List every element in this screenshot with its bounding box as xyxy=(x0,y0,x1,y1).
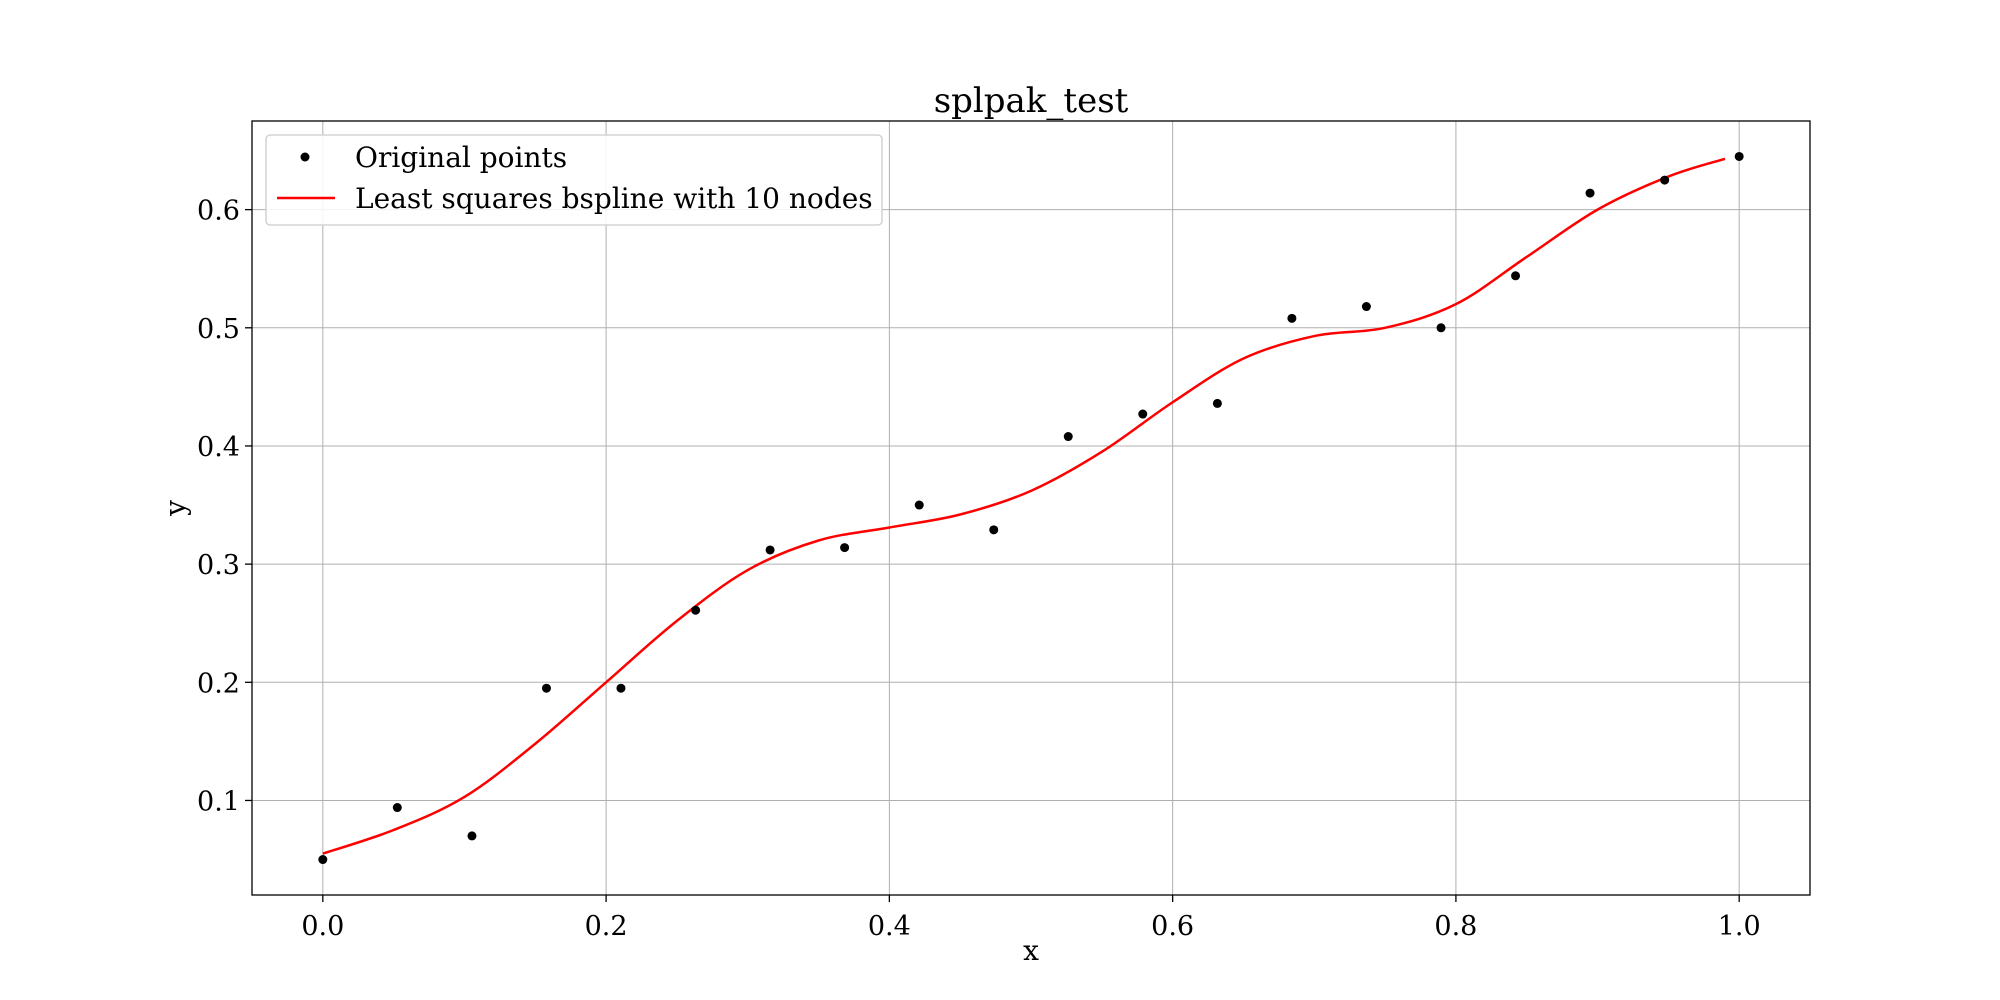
x-axis-label: x xyxy=(1023,934,1039,967)
data-point xyxy=(989,525,999,535)
y-tick-label: 0.6 xyxy=(197,196,240,227)
data-point xyxy=(840,543,850,553)
data-point xyxy=(1212,398,1222,408)
data-point xyxy=(691,605,701,615)
legend-label-original-points: Original points xyxy=(355,141,567,174)
y-tick-label: 0.2 xyxy=(197,668,240,699)
y-axis-label: y xyxy=(159,500,192,517)
data-point xyxy=(1361,302,1371,312)
data-point xyxy=(1660,175,1670,185)
legend: Original points Least squares bspline wi… xyxy=(265,134,883,226)
data-point xyxy=(1734,151,1744,161)
y-tick-label: 0.5 xyxy=(197,314,240,345)
grid xyxy=(252,121,1810,895)
data-point xyxy=(616,683,626,693)
data-point xyxy=(467,831,477,841)
data-point xyxy=(1287,313,1297,323)
x-tick-label: 1.0 xyxy=(1718,911,1761,942)
x-tick-label: 0.6 xyxy=(1151,911,1194,942)
legend-box xyxy=(265,134,883,226)
data-point xyxy=(1138,409,1148,419)
data-point xyxy=(318,855,328,865)
data-point xyxy=(541,683,551,693)
legend-label-bspline: Least squares bspline with 10 nodes xyxy=(355,182,873,215)
data-point xyxy=(392,803,402,813)
plot-lines xyxy=(322,157,1726,855)
data-point xyxy=(1436,323,1446,333)
y-tick-label: 0.4 xyxy=(197,432,240,463)
x-tick-label: 0.2 xyxy=(585,911,628,942)
legend-marker-original-points xyxy=(300,152,310,162)
x-tick-label: 0.0 xyxy=(301,911,344,942)
chart-title: splpak_test xyxy=(934,81,1129,121)
data-point xyxy=(1585,188,1595,198)
x-axis-ticks: 0.0 0.2 0.4 0.6 0.8 1.0 xyxy=(301,895,1761,942)
data-point xyxy=(1511,271,1521,281)
bspline-curve xyxy=(322,157,1726,855)
x-tick-label: 0.4 xyxy=(868,911,911,942)
y-tick-label: 0.1 xyxy=(197,786,240,817)
plot-points xyxy=(318,151,1744,865)
data-point xyxy=(1063,432,1073,442)
y-axis-ticks: 0.1 0.2 0.3 0.4 0.5 0.6 xyxy=(197,196,252,817)
plot-area-frame xyxy=(251,120,1811,896)
y-tick-label: 0.3 xyxy=(197,550,240,581)
x-tick-label: 0.8 xyxy=(1434,911,1477,942)
data-point xyxy=(765,545,775,555)
data-point xyxy=(914,500,924,510)
